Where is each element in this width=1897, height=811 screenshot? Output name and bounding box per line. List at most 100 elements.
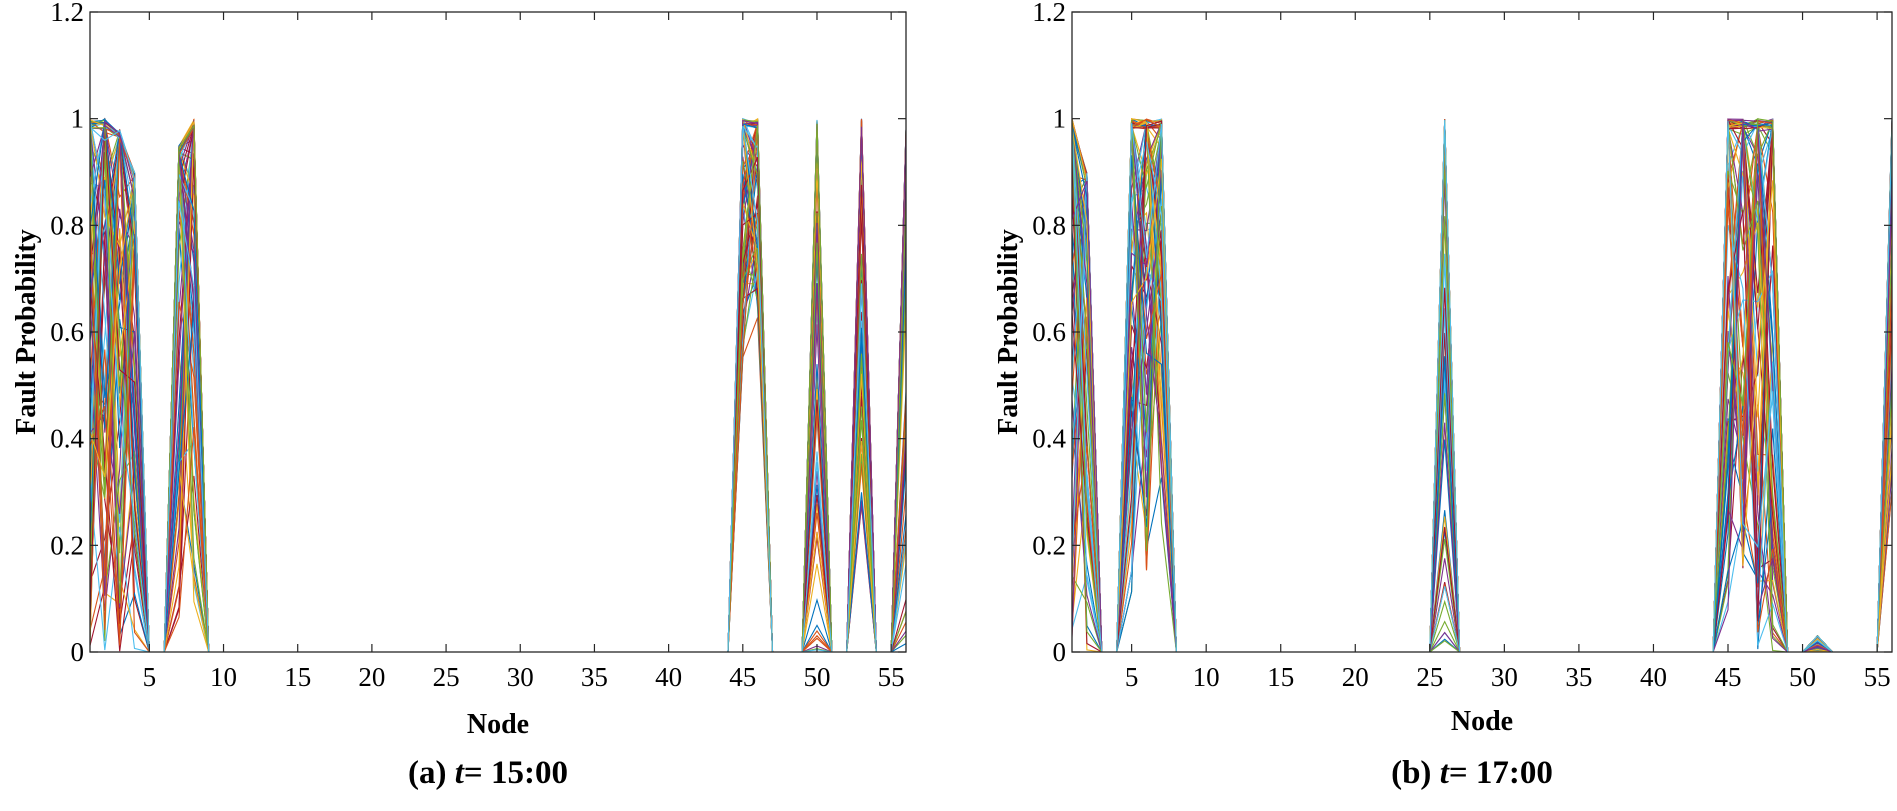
series-layer-a <box>90 117 906 652</box>
series-line-a-40 <box>90 119 906 652</box>
series-line-a-72 <box>90 119 906 652</box>
series-line-a-70 <box>90 119 906 652</box>
series-line-a-46 <box>90 124 906 652</box>
series-line-a-89 <box>90 123 906 652</box>
series-line-b-61 <box>1072 118 1892 652</box>
x-tick-label: 30 <box>507 662 534 692</box>
series-line-b-90 <box>1072 119 1892 652</box>
series-line-a-45 <box>90 122 906 652</box>
series-line-a-75 <box>90 120 906 652</box>
series-line-b-76 <box>1072 122 1892 652</box>
series-line-b-82 <box>1072 120 1892 652</box>
series-line-b-22 <box>1072 118 1892 652</box>
x-ticks-a: 5 10 15 20 25 30 35 40 45 50 55 <box>143 12 905 692</box>
series-line-a-29 <box>90 124 906 652</box>
series-line-a-2 <box>90 122 906 652</box>
series-line-a-67 <box>90 118 906 652</box>
series-line-a-88 <box>90 119 906 652</box>
series-line-b-75 <box>1072 119 1892 652</box>
caption-a: (a) t= 15:00 <box>408 755 568 791</box>
x-tick-label: 40 <box>1640 662 1667 692</box>
series-line-a-21 <box>90 118 906 652</box>
y-tick-label: 1.2 <box>1032 0 1066 27</box>
series-line-b-87 <box>1072 120 1892 652</box>
series-line-a-36 <box>90 119 906 652</box>
series-line-b-10 <box>1072 124 1892 652</box>
y-tick-label: 0.8 <box>50 210 84 240</box>
series-line-a-11 <box>90 125 906 652</box>
series-line-b-42 <box>1072 126 1892 652</box>
x-tick-label: 25 <box>433 662 460 692</box>
series-line-b-68 <box>1072 120 1892 652</box>
caption-b-var: t <box>1440 755 1450 791</box>
series-line-a-55 <box>90 122 906 652</box>
y-tick-label: 0.4 <box>50 424 84 454</box>
series-line-a-38 <box>90 123 906 652</box>
series-line-b-56 <box>1072 118 1892 652</box>
series-line-a-19 <box>90 118 906 652</box>
y-ticks-a: 0 0.2 0.4 0.6 0.8 1 1.2 <box>50 0 906 667</box>
x-tick-label: 30 <box>1491 662 1518 692</box>
y-axis-label-b: Fault Probability <box>993 229 1024 435</box>
series-line-a-16 <box>90 119 906 652</box>
series-line-b-78 <box>1072 120 1892 652</box>
series-line-a-3 <box>90 117 906 652</box>
series-line-b-27 <box>1072 122 1892 652</box>
series-line-a-65 <box>90 121 906 652</box>
series-line-a-10 <box>90 122 906 652</box>
x-tick-label: 20 <box>358 662 385 692</box>
series-line-a-31 <box>90 118 906 652</box>
series-line-a-58 <box>90 120 906 652</box>
series-line-a-79 <box>90 119 906 652</box>
series-line-a-6 <box>90 117 906 652</box>
series-line-a-43 <box>90 127 906 652</box>
series-line-b-53 <box>1072 120 1892 652</box>
x-axis-label-b: Node <box>1451 706 1513 737</box>
y-tick-label: 1 <box>1053 104 1067 134</box>
series-line-b-85 <box>1072 121 1892 652</box>
x-tick-label: 10 <box>1193 662 1220 692</box>
series-line-a-60 <box>90 120 906 652</box>
y-tick-label: 0.6 <box>50 317 84 347</box>
series-line-a-51 <box>90 119 906 652</box>
series-line-a-8 <box>90 117 906 652</box>
series-line-a-27 <box>90 120 906 652</box>
caption-b-prefix: (b) <box>1391 755 1440 791</box>
series-line-a-71 <box>90 121 906 652</box>
series-line-a-28 <box>90 122 906 652</box>
x-tick-label: 25 <box>1416 662 1443 692</box>
chart-panel-a: 00.20.40.60.811.2 5 10 15 20 25 30 35 40 45 50 55 … <box>11 0 907 791</box>
series-line-a-76 <box>90 118 906 652</box>
series-line-a-25 <box>90 123 906 652</box>
series-line-a-4 <box>90 120 906 652</box>
series-line-a-53 <box>90 124 906 652</box>
series-line-a-77 <box>90 122 906 652</box>
y-ticks-b: 0 0.2 0.4 0.6 0.8 1 1.2 <box>1032 0 1892 667</box>
series-line-a-74 <box>90 118 906 652</box>
series-line-b-84 <box>1072 120 1892 652</box>
series-line-a-48 <box>90 122 906 652</box>
y-tick-label: 1.2 <box>50 0 84 27</box>
x-tick-label: 20 <box>1342 662 1369 692</box>
series-line-b-49 <box>1072 119 1892 652</box>
series-line-a-85 <box>90 118 906 652</box>
series-line-a-1 <box>90 120 906 652</box>
caption-b-time: = 17:00 <box>1449 755 1553 791</box>
series-line-a-17 <box>90 120 906 652</box>
caption-a-var: t <box>455 755 465 791</box>
series-line-a-90 <box>90 125 906 652</box>
x-tick-label: 15 <box>284 662 311 692</box>
series-line-a-12 <box>90 127 906 652</box>
series-line-b-63 <box>1072 117 1892 652</box>
x-tick-label: 5 <box>143 662 157 692</box>
series-line-b-28 <box>1072 123 1892 652</box>
y-tick-label: 0.2 <box>50 530 84 560</box>
series-line-b-73 <box>1072 120 1892 652</box>
x-tick-label: 40 <box>655 662 682 692</box>
series-line-a-30 <box>90 122 906 652</box>
x-tick-label: 45 <box>729 662 756 692</box>
series-line-a-61 <box>90 119 906 652</box>
series-line-a-69 <box>90 119 906 652</box>
series-line-a-7 <box>90 120 906 652</box>
series-line-a-23 <box>90 122 906 652</box>
